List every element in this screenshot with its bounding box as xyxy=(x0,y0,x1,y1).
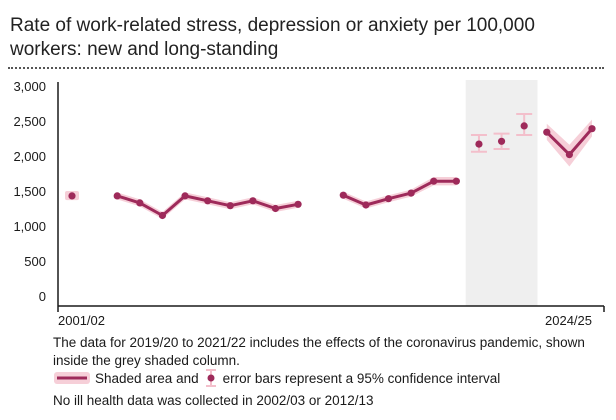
title-divider xyxy=(8,67,604,69)
data-point xyxy=(294,200,302,208)
y-tick-label: 500 xyxy=(24,254,46,269)
data-point xyxy=(181,192,189,200)
legend-label-2: error bars represent a 95% confidence in… xyxy=(222,370,501,386)
data-point xyxy=(430,177,438,185)
y-tick-label: 0 xyxy=(39,289,46,304)
data-point xyxy=(339,191,347,199)
data-point xyxy=(158,211,167,220)
data-point xyxy=(543,128,551,136)
x-tick-label: 2001/02 xyxy=(58,313,105,328)
ci-band-segment xyxy=(546,119,592,167)
pandemic-shaded-column xyxy=(465,80,538,306)
data-point xyxy=(271,204,280,213)
y-tick-label: 1,500 xyxy=(13,184,46,199)
chart-title: Rate of work-related stress, depression … xyxy=(10,15,535,60)
legend-point xyxy=(207,374,215,382)
data-point xyxy=(226,202,234,210)
data-point xyxy=(249,197,257,205)
data-point-pandemic xyxy=(520,122,528,130)
y-tick-label: 1,000 xyxy=(13,219,46,234)
data-point xyxy=(362,201,370,209)
data-point xyxy=(68,192,76,200)
data-point-pandemic xyxy=(475,140,483,148)
legend-band-swatch xyxy=(54,372,90,384)
legend-label-1: Shaded area and xyxy=(95,370,199,386)
x-tick-label: 2024/25 xyxy=(545,313,592,328)
pandemic-note: The data for 2019/20 to 2021/22 includes… xyxy=(53,335,585,368)
data-point xyxy=(588,125,596,133)
stress-rate-chart: 0 500 1,000 1,500 2,000 2,500 3,000 2001/02 2024… xyxy=(13,79,605,328)
legend: Shaded area and error bars represent a 9… xyxy=(53,368,500,388)
data-point xyxy=(384,195,393,203)
series-line-segment xyxy=(342,179,457,207)
y-tick-label: 2,500 xyxy=(13,114,46,129)
data-point xyxy=(452,177,460,185)
no-data-note: No ill health data was collected in 2002… xyxy=(53,393,374,408)
data-point xyxy=(565,151,573,159)
legend-errorbar-swatch xyxy=(205,369,216,387)
data-point-pandemic xyxy=(497,137,506,145)
data-point xyxy=(136,199,144,207)
data-point xyxy=(204,197,212,205)
y-tick-label: 2,000 xyxy=(13,149,46,164)
data-point xyxy=(407,189,415,197)
y-tick-label: 3,000 xyxy=(13,79,46,94)
data-point xyxy=(113,192,121,200)
